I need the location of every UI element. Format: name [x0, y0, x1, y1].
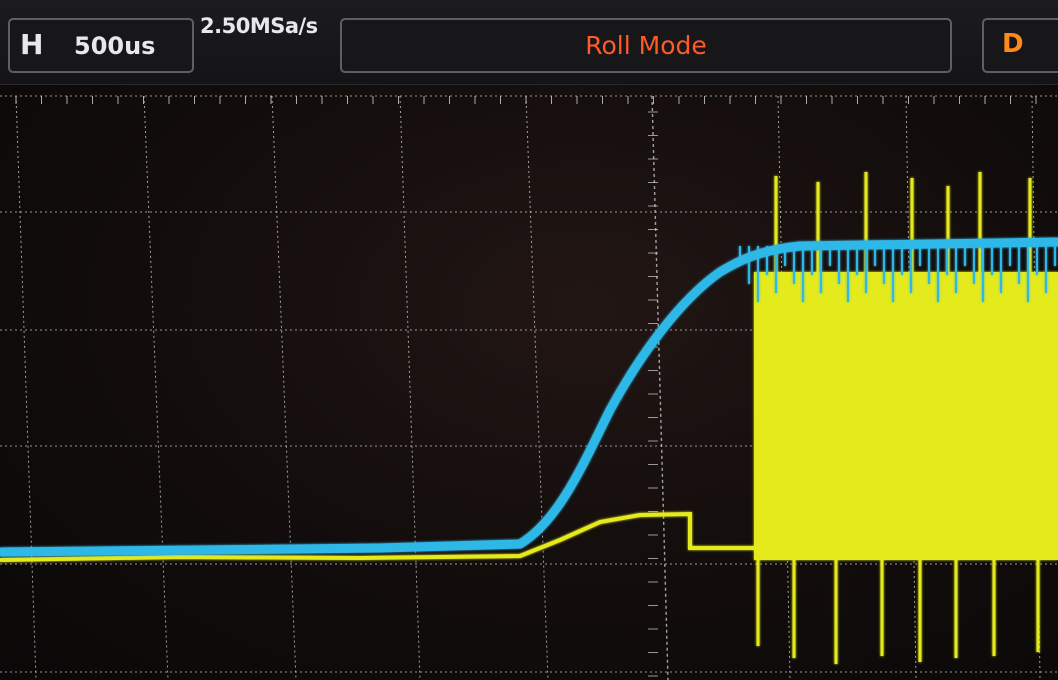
mode-text: Roll Mode: [585, 31, 707, 60]
trigger-status-box[interactable]: D: [982, 18, 1058, 73]
grid-vertical-line: [271, 95, 297, 680]
channel1-trace: [0, 172, 1058, 664]
mode-status-box: Roll Mode: [340, 18, 952, 73]
status-bar: H 500us 2.50MSa/s Roll Mode D: [0, 0, 1058, 85]
timebase-label: H: [20, 28, 44, 61]
channel2-waveform: [0, 237, 1058, 557]
grid-vertical-line: [905, 95, 917, 680]
waveform-display: [0, 95, 1058, 680]
channel1-waveform: [0, 511, 756, 562]
channel2-trace: [0, 237, 1058, 557]
grid-vertical-line: [15, 95, 37, 680]
sample-rate: 2.50MSa/s: [200, 14, 318, 38]
channel1-switching-block: [754, 272, 1058, 560]
timebase-value: 500us: [74, 32, 156, 60]
trigger-status-label: D: [1002, 29, 1024, 59]
grid-vertical-line: [651, 95, 669, 680]
horizontal-timebase-box[interactable]: H 500us: [8, 18, 194, 73]
grid-vertical-line: [399, 95, 421, 680]
grid-vertical-line: [143, 95, 169, 680]
grid-vertical-line: [777, 95, 791, 680]
grid-vertical-line: [525, 95, 549, 680]
